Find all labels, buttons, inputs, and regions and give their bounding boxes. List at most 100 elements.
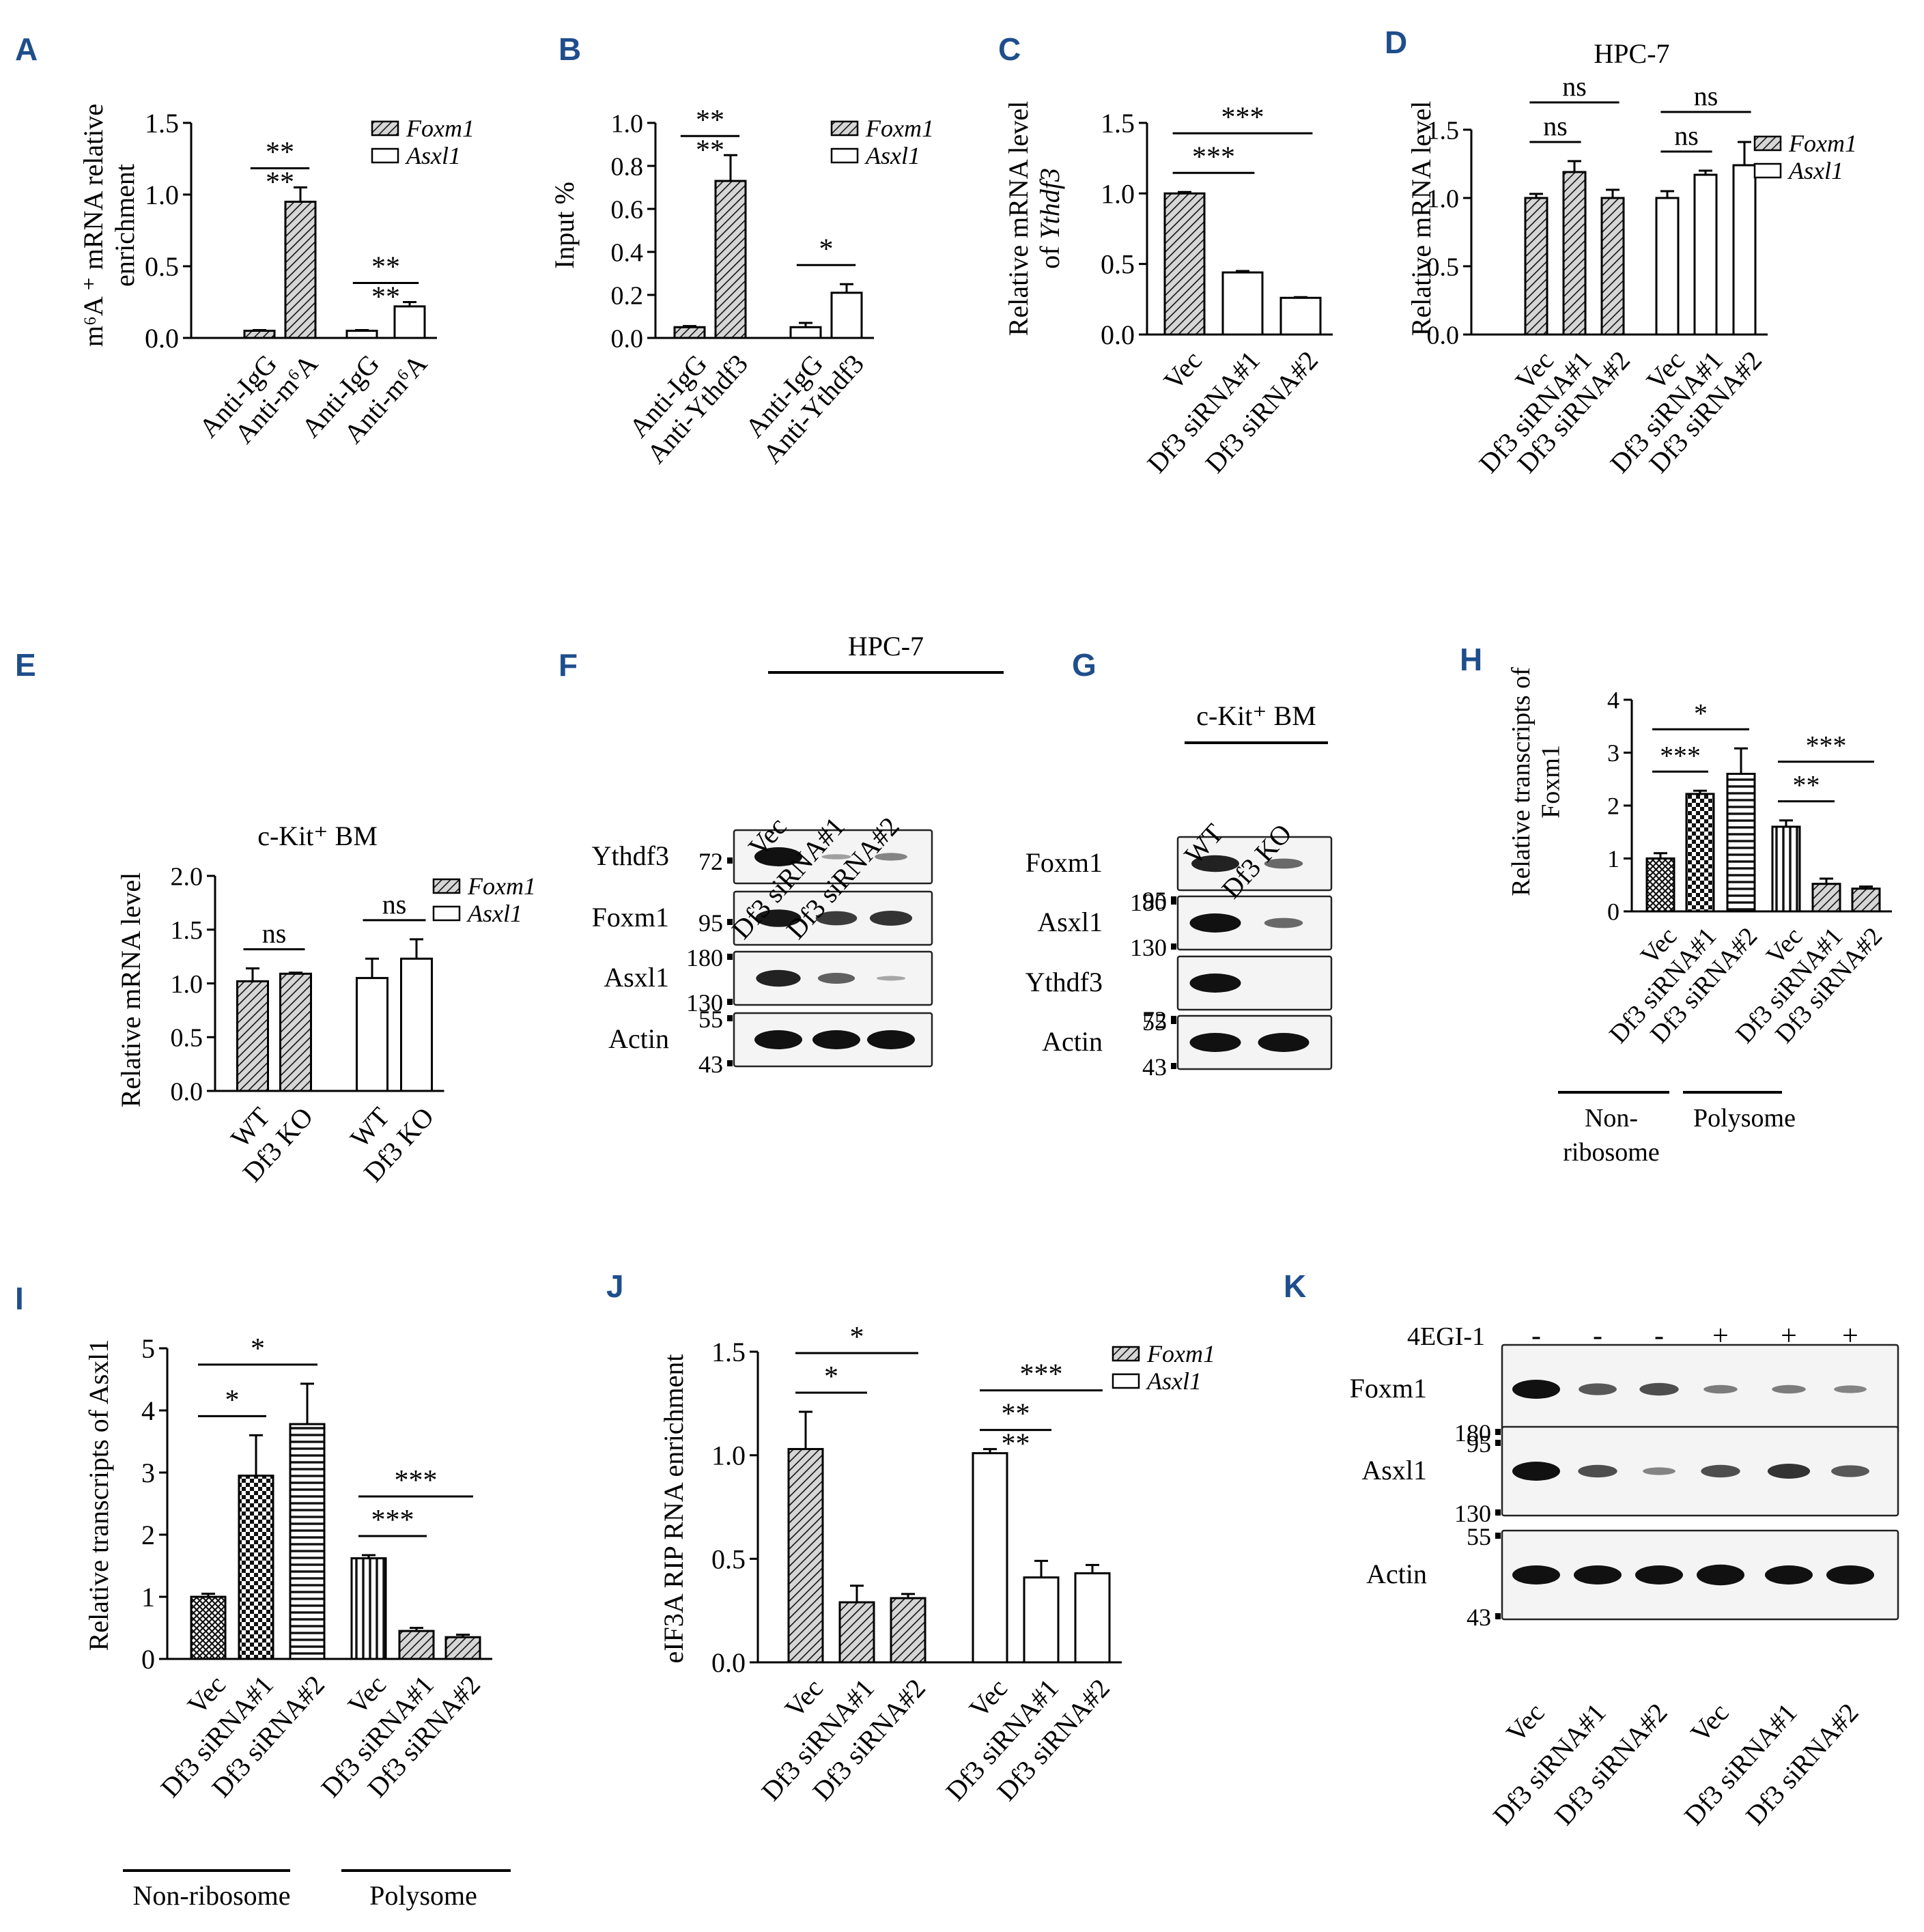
treatment-sign: - [1531,1320,1541,1352]
chart-panel-c: 0.0 0.5 1.0 1.5 Relative mRNA level of Ythdf3… [1003,101,1333,479]
panel-letter-e: E [15,647,36,683]
bar [279,972,312,1092]
legend-label: Foxm1 [467,872,536,900]
blot-band [1697,1564,1744,1586]
blot-band [755,909,802,927]
molecular-weight-marker: 55 [698,1006,723,1033]
treatment-label: 4EGI-1 [1407,1322,1485,1351]
blot-band [1834,1385,1867,1393]
blot-protein-label: Actin [1042,1026,1103,1057]
blot-protein-label: Actin [1366,1559,1427,1589]
y-tick-label: 4 [141,1395,155,1426]
chart-title: HPC-7 [1594,38,1669,69]
treatment-sign: + [1781,1320,1797,1352]
significance-label: ns [1674,120,1699,151]
y-tick-label: 1.5 [1427,116,1460,145]
legend-label: Asxl1 [864,142,920,169]
y-tick-label: 1 [1607,845,1619,872]
legend-swatch [432,905,461,922]
molecular-weight-marker: 130 [686,989,723,1017]
blot-band [1512,1380,1560,1399]
bar [284,201,317,339]
y-tick-label: 1.0 [1101,178,1135,209]
chart-panel-e: 0.0 0.5 1.0 1.5 2.0 Relative mRNA level c-Kit⁺… [115,821,536,1188]
blot-band [867,1030,915,1049]
molecular-weight-marker: 180 [686,944,723,971]
y-tick-label: 1.5 [145,108,179,139]
y-axis-label: eIF3A RIP RNA enrichment [658,1354,689,1664]
y-tick-label: 0.0 [171,1077,203,1106]
significance-label: ** [1793,770,1820,801]
blot-protein-label: Asxl1 [1361,1455,1427,1486]
bar [190,1595,227,1660]
panel-letter-d: D [1385,25,1407,60]
significance-label: ns [382,889,407,920]
blot-band [1831,1465,1869,1477]
blot-band [1579,1383,1617,1395]
legend-swatch [1753,135,1782,152]
blot-strip [733,829,933,885]
blot-band [754,1030,802,1049]
legend-swatch [371,120,399,137]
significance-label: * [251,1333,265,1365]
blot-band [1701,1464,1740,1478]
significance-label: *** [1020,1359,1063,1391]
bar [398,1630,435,1660]
molecular-weight-marker: 95 [1142,887,1167,914]
legend-swatch [1753,162,1782,179]
blot-band [1189,974,1241,993]
y-tick-label: 2 [141,1520,155,1550]
molecular-weight-marker: 180 [1454,1419,1491,1447]
molecular-weight-marker: 43 [1142,1053,1167,1081]
blot-band [1767,1464,1811,1479]
panel-letter-h: H [1460,642,1482,677]
blot-band [1703,1384,1738,1394]
bar [1645,857,1675,913]
marker-tick [727,919,733,925]
legend-label: Foxm1 [406,115,475,142]
significance-label: *** [371,1505,414,1536]
molecular-weight-marker: 72 [698,848,723,875]
blot-protein-label: Foxm1 [1350,1373,1427,1404]
bar [972,1452,1008,1664]
y-tick-label: 0.5 [171,1024,203,1053]
marker-tick [727,999,733,1005]
blot-band [1512,1462,1560,1481]
blot-strip [1176,836,1333,892]
bar [1851,887,1881,913]
marker-tick [1495,1509,1501,1516]
group-label: Polysome [1693,1104,1796,1133]
blot-band [1643,1467,1675,1475]
western-blot-f: HPC-7 Ythdf3 72 Foxm1 95 Asxl1 180 130 Actin 55 43… [592,631,1004,1078]
legend-label: Asxl1 [1146,1367,1202,1395]
blot-band [754,847,802,866]
y-tick-label: 1.0 [1427,184,1460,213]
panel-letter-j: J [606,1268,624,1304]
y-tick-label: 0.5 [711,1544,746,1574]
significance-label: *** [1221,102,1264,133]
panel-letter-c: C [998,31,1021,67]
lane-label: Vec [1684,1697,1735,1748]
bar [1524,197,1548,336]
significance-label: ns [1562,71,1587,102]
x-tick-label: Vec [1158,345,1208,396]
y-axis-label: Relative mRNA level [1003,101,1034,336]
panel-letter-i: I [15,1281,24,1316]
group-label: Non-ribosome [132,1880,290,1911]
blot-band [815,911,858,926]
bar [1221,271,1264,336]
molecular-weight-marker: 55 [1142,1008,1167,1036]
legend-swatch [1112,1346,1140,1362]
y-tick-label: 0 [1607,898,1619,926]
panel-letter-k: K [1284,1268,1306,1304]
blot-band [756,969,801,987]
bar [1562,171,1587,336]
y-tick-label: 1.0 [711,1440,746,1471]
treatment-sign: - [1654,1320,1664,1352]
significance-label: *** [1660,740,1701,771]
bar [345,330,378,339]
significance-label: ** [371,282,400,313]
